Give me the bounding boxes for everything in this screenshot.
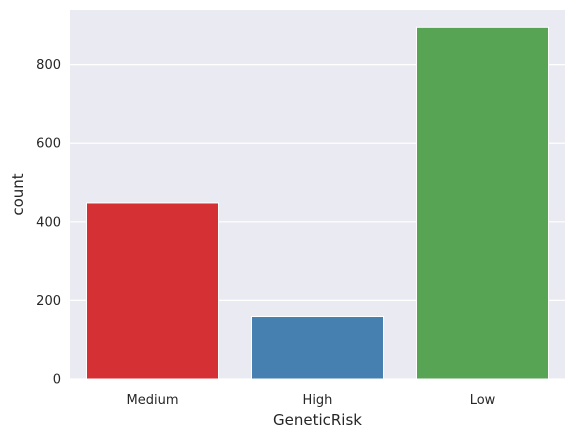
- bar-medium: [86, 202, 219, 380]
- y-tick-label: 200: [36, 294, 61, 309]
- y-axis-label: count: [9, 173, 27, 215]
- x-axis-label: GeneticRisk: [273, 411, 362, 429]
- y-tick-labels: 0 200 400 600 800: [36, 58, 61, 387]
- x-tick-label: Medium: [127, 393, 179, 408]
- bars: [86, 26, 549, 380]
- y-tick-label: 800: [36, 58, 61, 73]
- bar-low: [416, 26, 549, 380]
- x-tick-labels: Medium High Low: [127, 393, 496, 408]
- y-tick-label: 600: [36, 137, 61, 152]
- y-tick-label: 400: [36, 215, 61, 230]
- bar-high: [251, 316, 384, 380]
- x-tick-label: Low: [470, 393, 496, 408]
- y-tick-label: 0: [53, 373, 61, 388]
- x-tick-label: High: [303, 393, 333, 408]
